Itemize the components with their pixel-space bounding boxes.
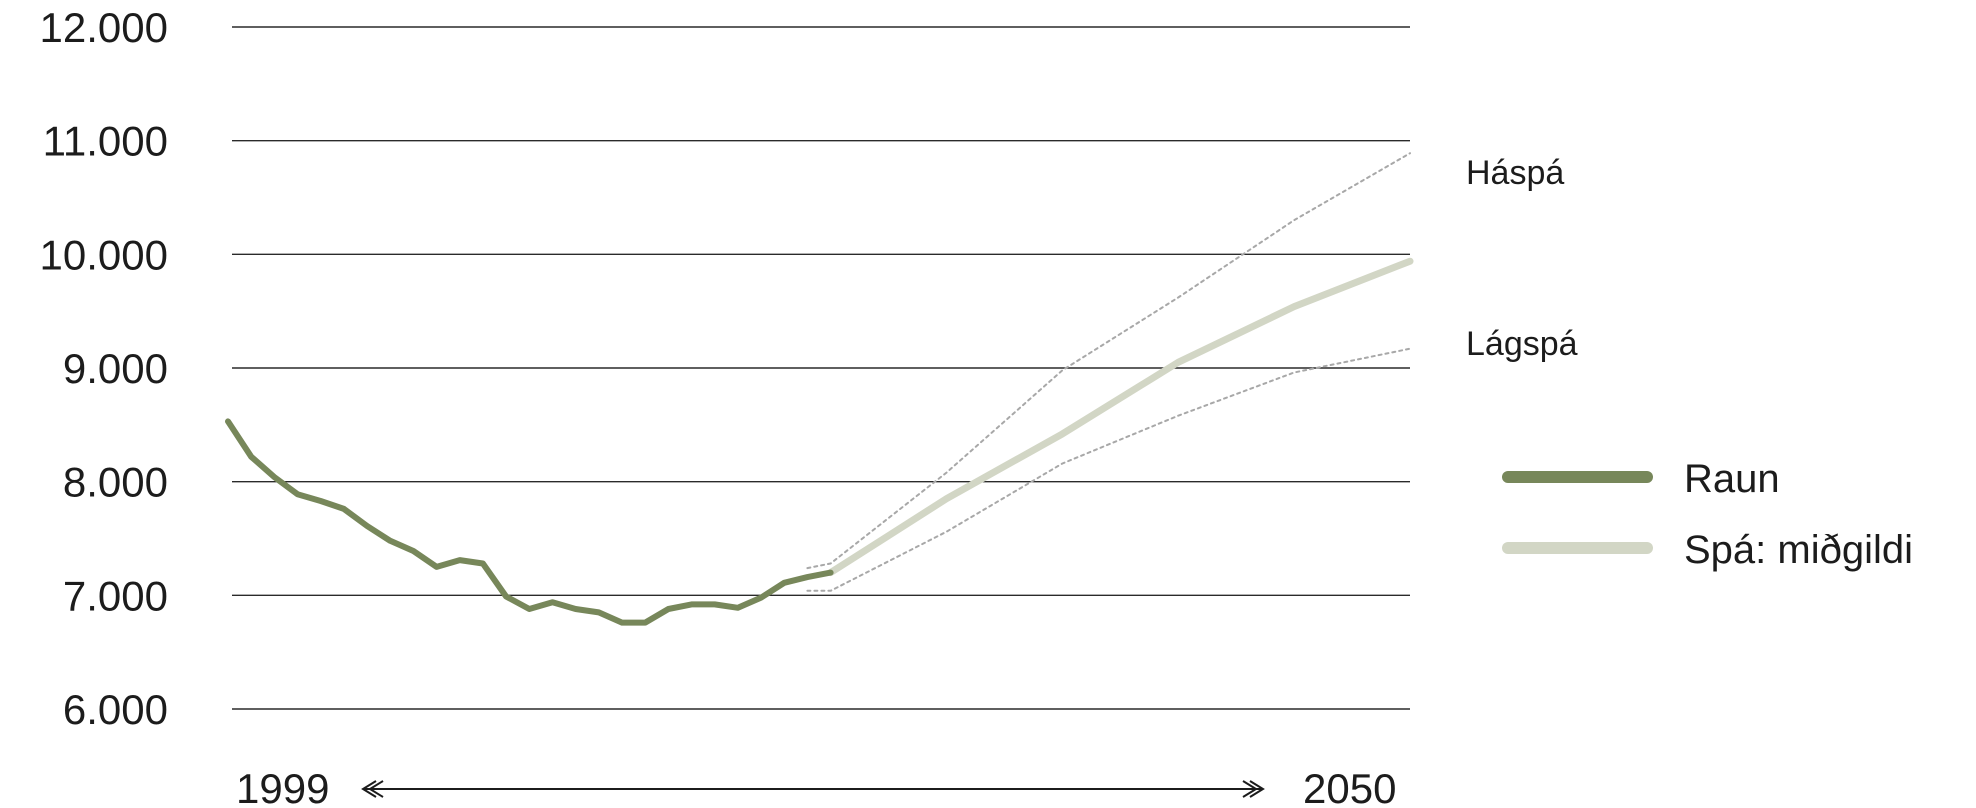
legend-label-actual: Raun — [1684, 457, 1780, 501]
gridlines — [232, 26, 1410, 710]
x-axis-arrowhead-left — [361, 780, 384, 798]
x-axis-arrowhead-right — [1242, 780, 1265, 798]
y-tick-label: 9.000 — [63, 345, 168, 392]
low-forecast-label: Lágspá — [1466, 325, 1578, 363]
x-axis: 1999 2050 — [236, 765, 1396, 808]
series-line-median-forecast — [827, 257, 1414, 577]
y-tick-label: 7.000 — [63, 572, 168, 619]
series-line-low-forecast — [806, 347, 1411, 592]
y-tick-label: 8.000 — [63, 459, 168, 506]
x-start-label: 1999 — [236, 765, 329, 808]
y-axis-tick-labels: 12.000 11.000 10.000 9.000 8.000 7.000 6.000 — [40, 4, 168, 733]
legend: Raun Spá: miðgildi — [1502, 457, 1913, 572]
high-forecast-label: Háspá — [1466, 154, 1564, 192]
series-lines — [225, 152, 1414, 626]
x-end-label: 2050 — [1303, 765, 1396, 808]
y-tick-label: 10.000 — [40, 231, 168, 278]
series-line-high-forecast — [806, 152, 1411, 570]
y-tick-label: 6.000 — [63, 686, 168, 733]
series-line-actual — [225, 418, 834, 626]
y-tick-label: 12.000 — [40, 4, 168, 51]
legend-label-median-forecast: Spá: miðgildi — [1684, 528, 1913, 572]
y-tick-label: 11.000 — [43, 118, 168, 165]
